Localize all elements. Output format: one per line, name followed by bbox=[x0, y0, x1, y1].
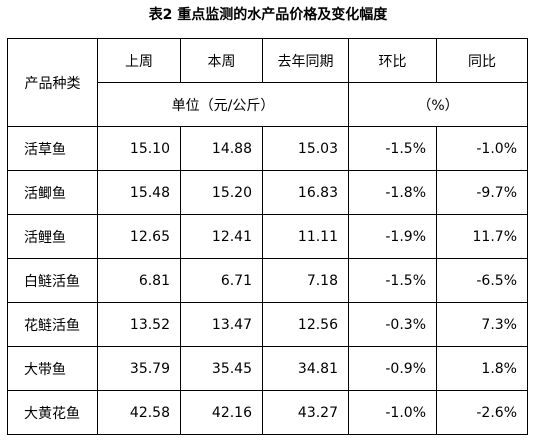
unit-cell: （%） bbox=[348, 82, 528, 127]
value-cell: 7.18 bbox=[262, 258, 349, 303]
price-table: 产品种类 上周 本周 去年同期 环比 同比 单位（元/公斤） （%） 活草鱼 15… bbox=[7, 38, 528, 435]
data-row: 活鲫鱼 15.48 15.20 16.83 -1.8% -9.7% bbox=[7, 170, 528, 215]
data-row: 大黄花鱼 42.58 42.16 43.27 -1.0% -2.6% bbox=[7, 390, 528, 435]
unit-row: 单位（元/公斤） （%） bbox=[8, 82, 528, 127]
value-cell: 6.71 bbox=[180, 258, 263, 303]
value-cell: -1.9% bbox=[348, 214, 437, 259]
table-body: 产品种类 上周 本周 去年同期 环比 同比 单位（元/公斤） （%） 活草鱼 15… bbox=[7, 38, 528, 435]
value-cell: -0.3% bbox=[348, 302, 437, 347]
value-cell: 1.8% bbox=[436, 346, 528, 391]
value-cell: 11.7% bbox=[436, 214, 528, 259]
header-cell: 同比 bbox=[436, 38, 528, 83]
header-cell: 产品种类 bbox=[7, 38, 98, 127]
data-row: 花鲢活鱼 13.52 13.47 12.56 -0.3% 7.3% bbox=[7, 302, 528, 347]
value-cell: -9.7% bbox=[436, 170, 528, 215]
value-cell: 12.56 bbox=[262, 302, 349, 347]
value-cell: 13.47 bbox=[180, 302, 263, 347]
value-cell: 34.81 bbox=[262, 346, 349, 391]
value-cell: 35.79 bbox=[97, 346, 181, 391]
header-cell: 上周 bbox=[97, 38, 181, 83]
value-cell: -2.6% bbox=[436, 390, 528, 435]
header-row: 产品种类 上周 本周 去年同期 环比 同比 bbox=[7, 38, 528, 127]
product-cell: 大带鱼 bbox=[7, 346, 98, 391]
value-cell: -0.9% bbox=[348, 346, 437, 391]
value-cell: 35.45 bbox=[180, 346, 263, 391]
table-title: 表2 重点监测的水产品价格及变化幅度 bbox=[148, 7, 388, 23]
value-cell: 16.83 bbox=[262, 170, 349, 215]
value-cell: -1.5% bbox=[348, 258, 437, 303]
value-cell: 42.16 bbox=[180, 390, 263, 435]
value-cell: 15.20 bbox=[180, 170, 263, 215]
product-cell: 花鲢活鱼 bbox=[7, 302, 98, 347]
product-cell: 活草鱼 bbox=[7, 126, 98, 171]
value-cell: -1.0% bbox=[348, 390, 437, 435]
value-cell: 6.81 bbox=[97, 258, 181, 303]
unit-cell: 单位（元/公斤） bbox=[97, 82, 349, 127]
product-cell: 活鲤鱼 bbox=[7, 214, 98, 259]
header-cell: 本周 bbox=[180, 38, 263, 83]
value-cell: 13.52 bbox=[97, 302, 181, 347]
value-cell: 14.88 bbox=[180, 126, 263, 171]
value-cell: 7.3% bbox=[436, 302, 528, 347]
data-row: 白鲢活鱼 6.81 6.71 7.18 -1.5% -6.5% bbox=[7, 258, 528, 303]
value-cell: -6.5% bbox=[436, 258, 528, 303]
value-cell: 11.11 bbox=[262, 214, 349, 259]
value-cell: -1.0% bbox=[436, 126, 528, 171]
value-cell: 42.58 bbox=[97, 390, 181, 435]
data-row: 活草鱼 15.10 14.88 15.03 -1.5% -1.0% bbox=[7, 126, 528, 171]
product-cell: 活鲫鱼 bbox=[7, 170, 98, 215]
value-cell: 12.65 bbox=[97, 214, 181, 259]
header-cell: 环比 bbox=[348, 38, 437, 83]
value-cell: 43.27 bbox=[262, 390, 349, 435]
value-cell: 15.10 bbox=[97, 126, 181, 171]
value-cell: 15.48 bbox=[97, 170, 181, 215]
value-cell: 12.41 bbox=[180, 214, 263, 259]
product-cell: 大黄花鱼 bbox=[7, 390, 98, 435]
data-row: 大带鱼 35.79 35.45 34.81 -0.9% 1.8% bbox=[7, 346, 528, 391]
value-cell: -1.5% bbox=[348, 126, 437, 171]
data-row: 活鲤鱼 12.65 12.41 11.11 -1.9% 11.7% bbox=[7, 214, 528, 259]
value-cell: 15.03 bbox=[262, 126, 349, 171]
header-cell: 去年同期 bbox=[262, 38, 349, 83]
value-cell: -1.8% bbox=[348, 170, 437, 215]
product-cell: 白鲢活鱼 bbox=[7, 258, 98, 303]
